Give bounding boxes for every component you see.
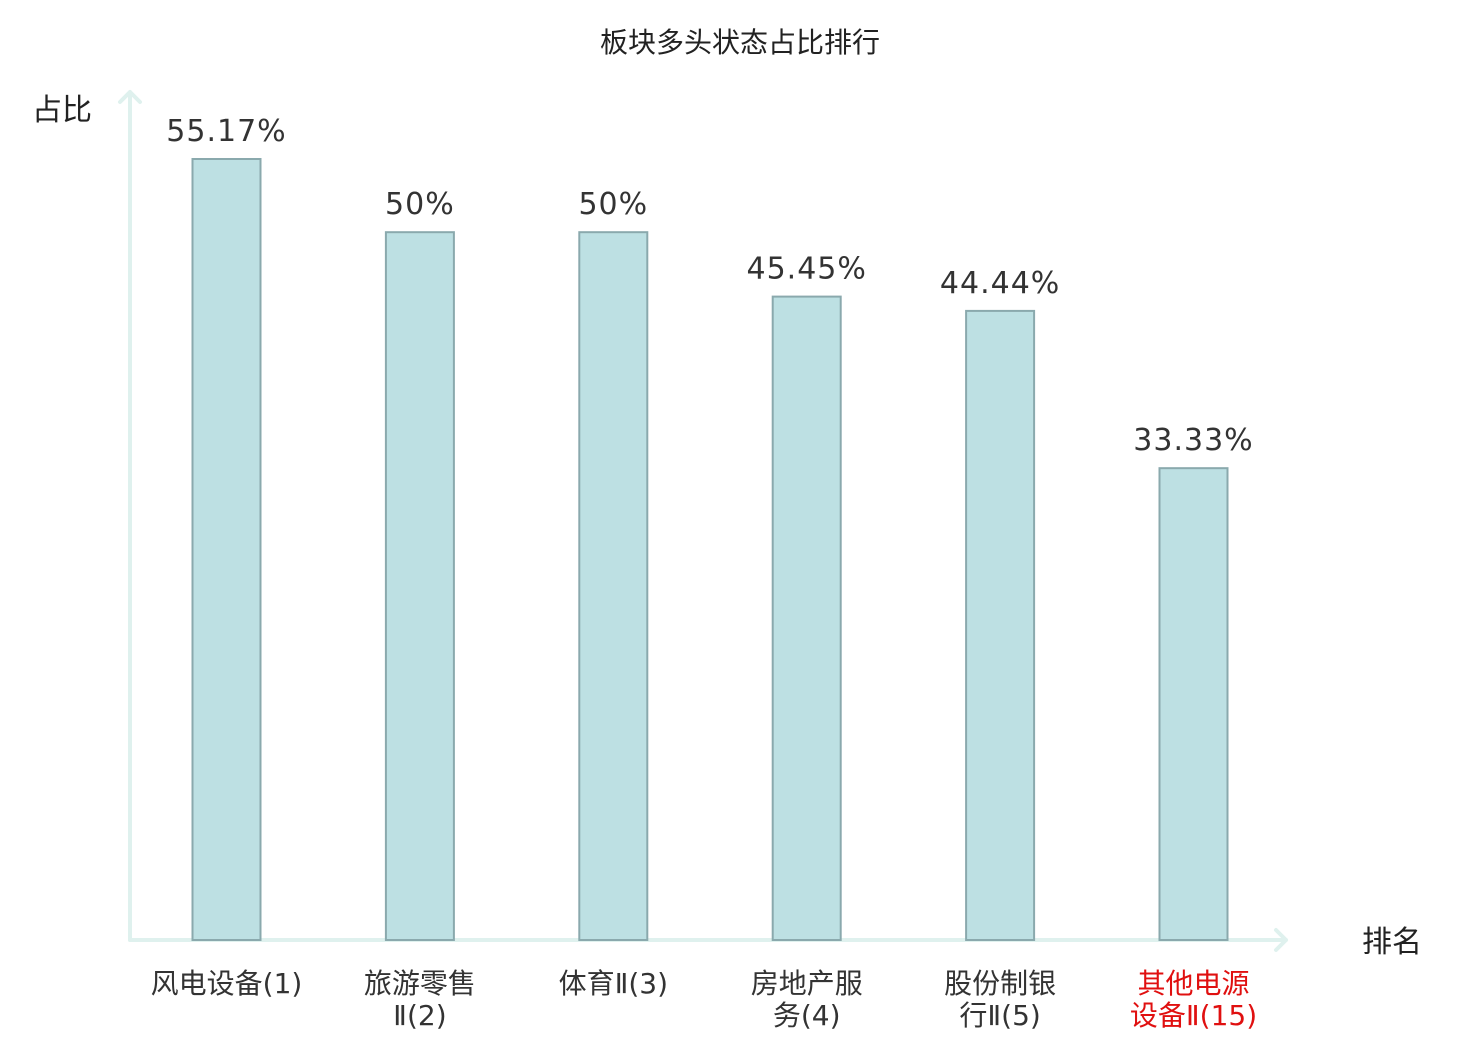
category-label: 风电设备(1) <box>151 967 303 1000</box>
bar <box>578 231 649 941</box>
category-label: 其他电源 <box>1137 967 1249 1000</box>
category-label: Ⅱ(2) <box>393 999 446 1032</box>
y-axis <box>118 90 142 942</box>
value-label: 45.45% <box>747 252 867 287</box>
chart-title: 板块多头状态占比排行 <box>600 26 880 59</box>
bar <box>191 158 262 941</box>
bar <box>965 309 1036 942</box>
category-label: 房地产服 <box>751 967 863 1000</box>
category-label: 股份制银 <box>944 967 1056 1000</box>
value-labels: 55.17% 50% 50% 45.45% 44.44% 33.33% <box>166 114 1253 458</box>
x-axis <box>128 928 1288 952</box>
bars <box>191 158 1229 942</box>
bar <box>384 231 455 941</box>
value-label: 50% <box>385 187 455 222</box>
value-label: 55.17% <box>166 114 286 149</box>
y-axis-title: 占比 <box>32 93 92 128</box>
value-label: 33.33% <box>1133 423 1253 458</box>
value-label: 44.44% <box>940 266 1060 301</box>
category-label: 设备Ⅱ(15) <box>1130 999 1257 1032</box>
bar <box>1158 467 1229 941</box>
category-label: 行Ⅱ(5) <box>959 999 1040 1032</box>
x-axis-title: 排名 <box>1362 925 1422 960</box>
value-label: 50% <box>578 187 648 222</box>
category-label: 体育Ⅱ(3) <box>559 967 668 1000</box>
bar <box>771 295 842 941</box>
category-label: 旅游零售 <box>364 967 476 1000</box>
category-label: 务(4) <box>773 999 841 1032</box>
